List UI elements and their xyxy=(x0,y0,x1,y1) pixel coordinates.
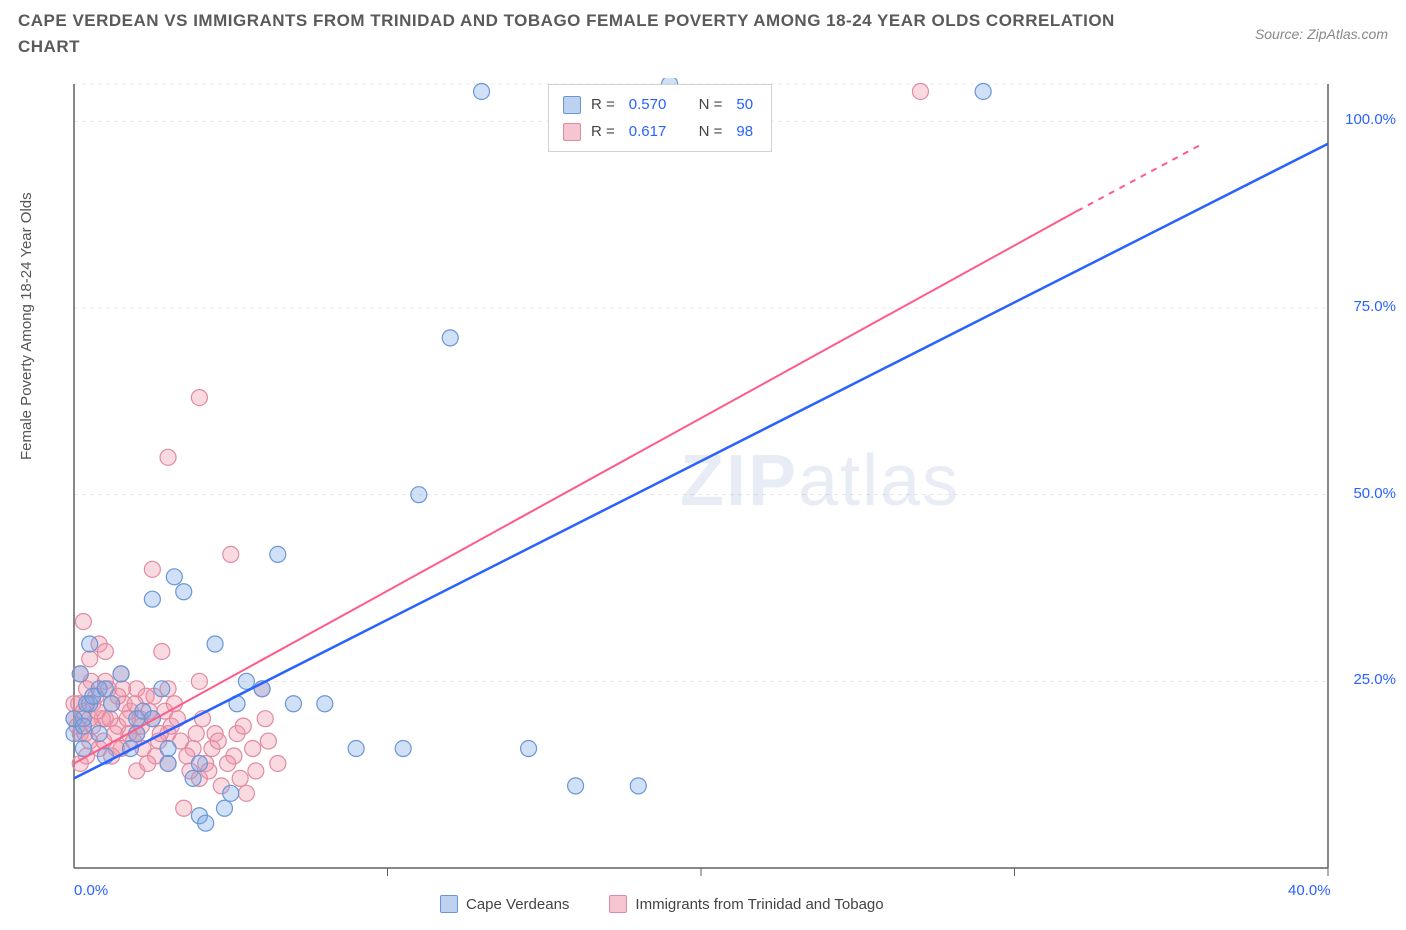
data-point xyxy=(395,741,411,757)
data-point xyxy=(235,718,251,734)
data-point xyxy=(97,681,113,697)
stats-row: R = 0.617 N = 98 xyxy=(563,118,757,145)
data-point xyxy=(238,785,254,801)
r-value: 0.617 xyxy=(629,118,667,145)
data-point xyxy=(257,711,273,727)
stats-row: R = 0.570 N = 50 xyxy=(563,91,757,118)
source-credit: Source: ZipAtlas.com xyxy=(1255,26,1388,42)
y-tick-label: 25.0% xyxy=(1353,671,1396,688)
data-point xyxy=(75,614,91,630)
data-point xyxy=(442,330,458,346)
trend-line-extrapolated xyxy=(1077,144,1202,211)
legend-label: Cape Verdeans xyxy=(466,896,569,913)
data-point xyxy=(285,696,301,712)
n-value: 98 xyxy=(736,118,753,145)
y-tick-label: 50.0% xyxy=(1353,485,1396,502)
r-value: 0.570 xyxy=(629,91,667,118)
data-point xyxy=(348,741,364,757)
chart-title: CAPE VERDEAN VS IMMIGRANTS FROM TRINIDAD… xyxy=(18,8,1118,59)
y-axis-label: Female Poverty Among 18-24 Year Olds xyxy=(18,192,35,460)
data-point xyxy=(113,666,129,682)
stats-legend-box: R = 0.570 N = 50 R = 0.617 N = 98 xyxy=(548,84,772,152)
data-point xyxy=(72,666,88,682)
data-point xyxy=(185,770,201,786)
data-point xyxy=(223,546,239,562)
series-swatch-icon xyxy=(609,895,627,913)
data-point xyxy=(91,726,107,742)
n-value: 50 xyxy=(736,91,753,118)
data-point xyxy=(188,726,204,742)
data-point xyxy=(245,741,261,757)
n-label: N = xyxy=(699,118,723,145)
data-point xyxy=(270,546,286,562)
data-point xyxy=(166,569,182,585)
legend-label: Immigrants from Trinidad and Tobago xyxy=(635,896,883,913)
data-point xyxy=(176,800,192,816)
data-point xyxy=(160,741,176,757)
y-tick-label: 100.0% xyxy=(1345,111,1396,128)
trend-line xyxy=(74,144,1328,779)
data-point xyxy=(216,800,232,816)
data-point xyxy=(248,763,264,779)
data-point xyxy=(270,755,286,771)
data-point xyxy=(260,733,276,749)
legend-item: Immigrants from Trinidad and Tobago xyxy=(609,895,883,913)
data-point xyxy=(144,591,160,607)
data-point xyxy=(474,83,490,99)
data-point xyxy=(568,778,584,794)
data-point xyxy=(207,636,223,652)
data-point xyxy=(82,636,98,652)
data-point xyxy=(630,778,646,794)
data-point xyxy=(144,561,160,577)
trend-line xyxy=(74,211,1077,764)
data-point xyxy=(154,643,170,659)
data-point xyxy=(223,785,239,801)
r-label: R = xyxy=(591,91,615,118)
data-point xyxy=(104,696,120,712)
x-tick-label: 40.0% xyxy=(1288,882,1331,899)
data-point xyxy=(75,718,91,734)
legend-item: Cape Verdeans xyxy=(440,895,569,913)
series-swatch-icon xyxy=(563,96,581,114)
data-point xyxy=(102,711,118,727)
data-point xyxy=(191,390,207,406)
n-label: N = xyxy=(699,91,723,118)
data-point xyxy=(176,584,192,600)
data-point xyxy=(160,755,176,771)
series-legend: Cape Verdeans Immigrants from Trinidad an… xyxy=(440,895,884,913)
r-label: R = xyxy=(591,118,615,145)
data-point xyxy=(191,755,207,771)
data-point xyxy=(912,83,928,99)
data-point xyxy=(160,449,176,465)
data-point xyxy=(198,815,214,831)
series-swatch-icon xyxy=(440,895,458,913)
series-swatch-icon xyxy=(563,123,581,141)
data-point xyxy=(82,651,98,667)
x-tick-label: 0.0% xyxy=(74,882,108,899)
data-point xyxy=(191,673,207,689)
data-point xyxy=(521,741,537,757)
data-point xyxy=(97,643,113,659)
data-point xyxy=(115,681,131,697)
data-point xyxy=(975,83,991,99)
data-point xyxy=(220,755,236,771)
data-point xyxy=(154,681,170,697)
data-point xyxy=(140,755,156,771)
data-point xyxy=(411,487,427,503)
data-point xyxy=(210,733,226,749)
scatter-plot xyxy=(58,78,1388,878)
data-point xyxy=(232,770,248,786)
data-point xyxy=(317,696,333,712)
y-tick-label: 75.0% xyxy=(1353,298,1396,315)
chart-area xyxy=(58,78,1388,878)
